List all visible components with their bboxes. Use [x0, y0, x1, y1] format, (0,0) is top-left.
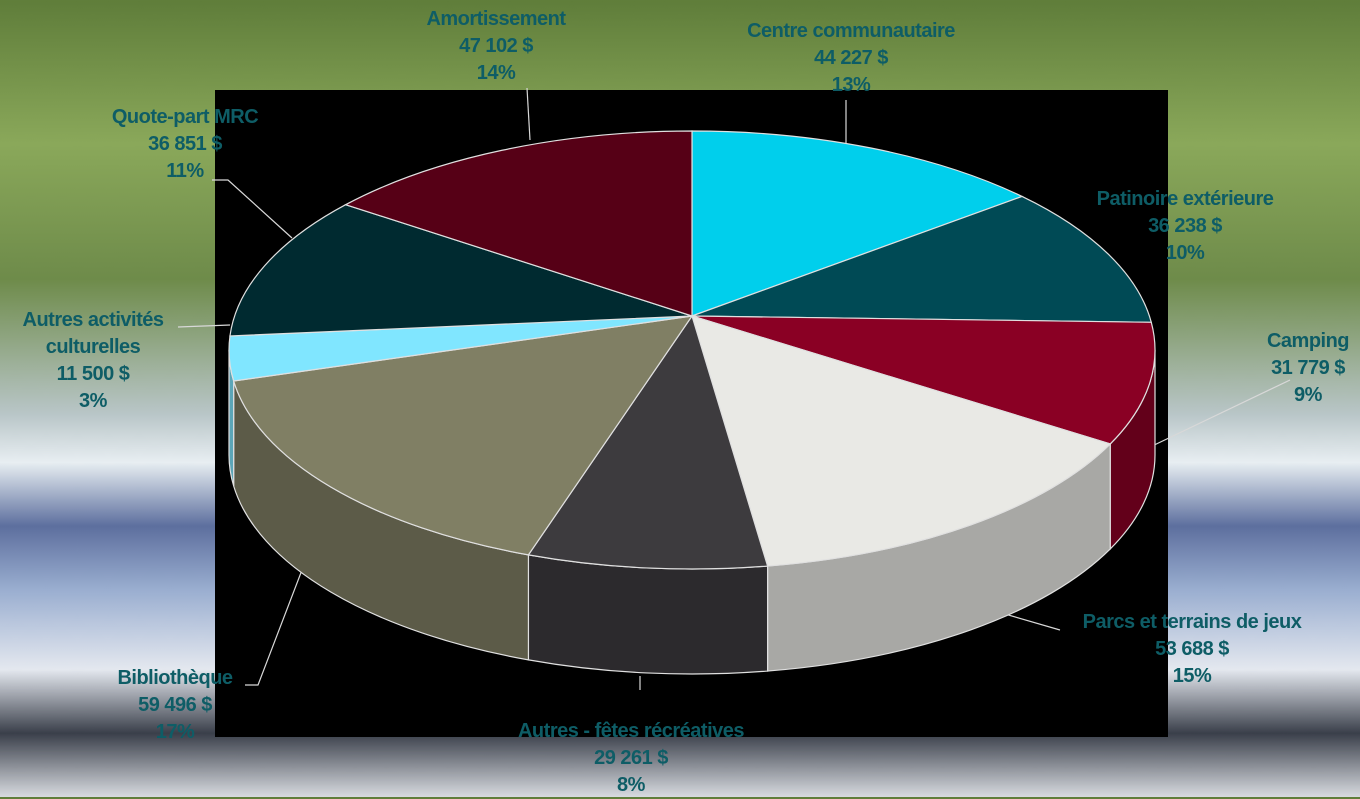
- pie-slice: [691, 195, 1153, 323]
- data-label: Autres - fêtes récréatives 29 261 $ 8%: [517, 718, 745, 799]
- leader-line: [1147, 379, 1291, 449]
- category-label: Autres activités culturelles: [22, 309, 164, 358]
- leader-lines: [177, 87, 1291, 690]
- category-label: Autres - fêtes récréatives: [517, 720, 745, 742]
- category-label: Amortissement: [426, 8, 566, 30]
- percent-label: 8%: [617, 774, 645, 796]
- value-label: 59 496 $: [138, 694, 212, 716]
- value-label: 36 238 $: [1148, 215, 1222, 237]
- category-label: Bibliothèque: [117, 667, 233, 689]
- pie-slice: [344, 130, 693, 317]
- data-label: Parcs et terrains de jeux 53 688 $ 15%: [1083, 609, 1302, 690]
- data-label: Bibliothèque 59 496 $ 17%: [117, 665, 233, 746]
- percent-label: 11%: [166, 160, 204, 182]
- data-label: Autres activités culturelles 11 500 $ 3%: [3, 307, 183, 415]
- percent-label: 3%: [79, 390, 107, 412]
- pie-side: [527, 554, 769, 675]
- pie-slice: [229, 204, 693, 337]
- category-label: Centre communautaire: [747, 20, 955, 42]
- data-label: Camping 31 779 $ 9%: [1266, 328, 1350, 409]
- value-label: 53 688 $: [1155, 638, 1229, 660]
- value-label: 44 227 $: [814, 47, 888, 69]
- category-label: Quote-part MRC: [111, 106, 259, 128]
- value-label: 11 500 $: [56, 363, 130, 385]
- pie-slice: [691, 315, 1112, 567]
- pie-slice: [691, 130, 1024, 317]
- pie-tops: [228, 130, 1156, 570]
- pie-slice: [527, 314, 769, 570]
- leader-line: [245, 569, 303, 686]
- percent-label: 9%: [1294, 384, 1322, 406]
- category-label: Camping: [1266, 330, 1350, 352]
- data-label: Amortissement 47 102 $ 14%: [426, 6, 566, 87]
- category-label: Patinoire extérieure: [1096, 188, 1274, 210]
- percent-label: 17%: [155, 721, 195, 743]
- data-label: Centre communautaire 44 227 $ 13%: [747, 18, 955, 99]
- category-label: Parcs et terrains de jeux: [1082, 611, 1302, 633]
- percent-label: 14%: [476, 62, 516, 84]
- data-label: Quote-part MRC 36 851 $ 11%: [111, 104, 259, 185]
- percent-label: 15%: [1172, 665, 1212, 687]
- percent-label: 10%: [1165, 242, 1205, 264]
- leader-line: [177, 324, 231, 328]
- leader-line: [526, 87, 531, 141]
- leader-line: [1004, 613, 1061, 631]
- value-label: 36 851 $: [148, 133, 222, 155]
- pie-slice: [691, 315, 1156, 445]
- pie-slice: [232, 315, 694, 556]
- data-label: Patinoire extérieure 36 238 $ 10%: [1097, 186, 1274, 267]
- value-label: 47 102 $: [459, 35, 533, 57]
- value-label: 31 779 $: [1271, 357, 1345, 379]
- value-label: 29 261 $: [594, 747, 668, 769]
- leader-line: [212, 179, 293, 239]
- percent-label: 13%: [831, 74, 871, 96]
